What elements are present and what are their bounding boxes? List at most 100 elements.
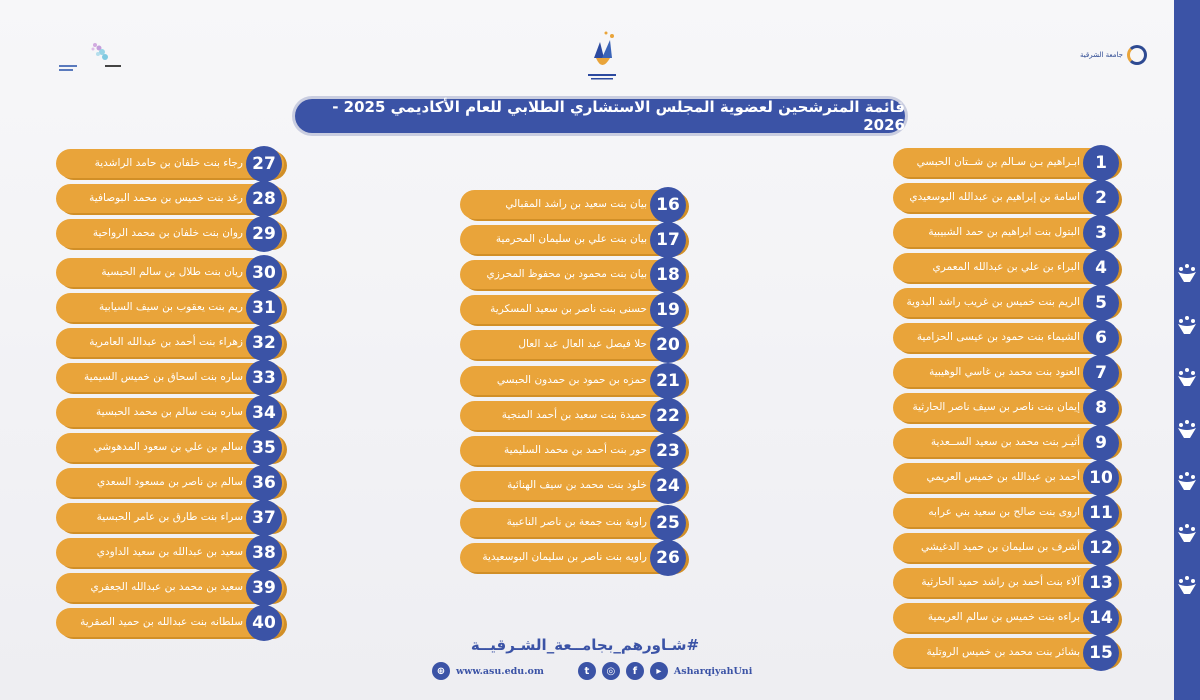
candidate-name: أشرف بن سليمان بن حميد الدغيشي [921, 541, 1080, 553]
candidate-number-badge: 14 [1083, 600, 1119, 636]
student-council-logo [588, 31, 616, 80]
candidate-name: ريم بنت يعقوب بن سيف السيابية [98, 301, 243, 313]
candidate-pill: حميدة بنت سعيد بن أحمد المنجية [460, 401, 686, 430]
candidate-name: سراء بنت طارق بن عامر الحبسية [96, 511, 243, 523]
candidate-pill: حور بنت أحمد بن محمد السليمية [460, 436, 686, 465]
candidate-item: سالم بن ناصر بن مسعود السعدي 36 [56, 465, 284, 501]
candidate-number-badge: 29 [246, 216, 282, 252]
candidate-number-badge: 10 [1083, 460, 1119, 496]
candidate-item: خلود بنت محمد بن سيف الهنائية 24 [460, 468, 686, 504]
candidate-number-badge: 5 [1083, 285, 1119, 321]
candidate-name: حمزه بن حمود بن حمدون الحبسي [496, 374, 647, 386]
candidate-name: بيان بنت علي بن سليمان المحرمية [495, 233, 647, 245]
candidate-name: اروى بنت صالح بن سعيد بني عرابه [928, 506, 1080, 518]
candidate-pill: البراء بن علي بن عبدالله المعمري [893, 253, 1119, 282]
candidate-name: سالم بن علي بن سعود المدهوشي [93, 441, 243, 453]
candidate-name: أحمد بن عبدالله بن خميس العريمي [926, 471, 1080, 483]
candidate-item: البتول بنت ابراهيم بن حمد الشبيبية 3 [893, 215, 1119, 251]
candidate-item: ساره بنت سالم بن محمد الحبسية 34 [56, 395, 284, 431]
people-icon [1178, 472, 1196, 490]
candidate-number-badge: 40 [246, 605, 282, 641]
website-link[interactable]: www.asu.edu.om [456, 665, 544, 677]
candidate-item: أشرف بن سليمان بن حميد الدغيشي 12 [893, 530, 1119, 566]
candidate-name: ساره بنت سالم بن محمد الحبسية [96, 406, 243, 418]
footer-contact-bar: ⊕ www.asu.edu.om t ◎ f ▸ AsharqiyahUni [432, 660, 752, 682]
candidate-pill: العنود بنت محمد بن غاسي الوهيبية [893, 358, 1119, 387]
candidate-item: سالم بن علي بن سعود المدهوشي 35 [56, 430, 284, 466]
candidate-item: الريم بنت خميس بن غريب راشد البدوية 5 [893, 285, 1119, 321]
candidate-number-badge: 9 [1083, 425, 1119, 461]
candidate-pill: الريم بنت خميس بن غريب راشد البدوية [893, 288, 1119, 317]
people-icon [1178, 524, 1196, 542]
candidate-name: البراء بن علي بن عبدالله المعمري [932, 261, 1080, 273]
candidate-number-badge: 39 [246, 570, 282, 606]
candidate-number-badge: 12 [1083, 530, 1119, 566]
candidate-item: سعيد بن محمد بن عبدالله الجعفري 39 [56, 570, 284, 606]
candidate-number-badge: 23 [650, 433, 686, 469]
candidate-number-badge: 13 [1083, 565, 1119, 601]
candidate-item: زهراء بنت أحمد بن عبدالله العامرية 32 [56, 325, 284, 361]
candidate-pill: براءه بنت خميس بن سالم العريمية [893, 603, 1119, 632]
candidate-number-badge: 26 [650, 540, 686, 576]
candidate-pill: راوية بنت جمعة بن ناصر الناعبية [460, 508, 686, 537]
youtube-icon[interactable]: ▸ [649, 662, 668, 680]
people-icon [1178, 316, 1196, 334]
candidate-number-badge: 27 [246, 146, 282, 182]
candidate-item: بشائر بنت محمد بن خميس الروتلية 15 [893, 635, 1119, 671]
candidate-name: بيان بنت محمود بن محفوظ المحرزي [486, 268, 647, 280]
candidate-item: سلطانه بنت عبدالله بن حميد الصقرية 40 [56, 605, 284, 641]
candidate-item: أثيـر بنت محمد بن سعيد الســعدية 9 [893, 425, 1119, 461]
candidate-item: سراء بنت طارق بن عامر الحبسية 37 [56, 500, 284, 536]
candidate-item: اسامة بن إبراهيم بن عبدالله البوسعيدي 2 [893, 180, 1119, 216]
candidate-number-badge: 11 [1083, 495, 1119, 531]
instagram-icon[interactable]: ◎ [601, 662, 620, 680]
candidate-item: حسنى بنت ناصر بن سعيد المسكرية 19 [460, 292, 686, 328]
candidate-number-badge: 33 [246, 360, 282, 396]
candidate-name: بشائر بنت محمد بن خميس الروتلية [926, 646, 1081, 658]
candidate-item: حلا فيصل عبد العال عبد العال 20 [460, 327, 686, 363]
candidate-name: رجاء بنت خلفان بن حامد الراشدية [94, 157, 243, 169]
candidate-item: ساره بنت اسحاق بن خميس السيمية 33 [56, 360, 284, 396]
candidate-number-badge: 28 [246, 181, 282, 217]
candidate-name: أثيـر بنت محمد بن سعيد الســعدية [930, 436, 1080, 448]
twitter-icon[interactable]: t [577, 662, 596, 680]
candidate-pill: أثيـر بنت محمد بن سعيد الســعدية [893, 428, 1119, 457]
candidate-number-badge: 3 [1083, 215, 1119, 251]
candidate-name: البتول بنت ابراهيم بن حمد الشبيبية [928, 226, 1080, 238]
candidate-pill: ابـراهيم بـن سـالم بن شــتان الحبسي [893, 148, 1119, 177]
candidate-pill: حسنى بنت ناصر بن سعيد المسكرية [460, 295, 686, 324]
candidate-name: العنود بنت محمد بن غاسي الوهيبية [929, 366, 1080, 378]
university-logo-text: جامعة الشرقية [1080, 50, 1123, 59]
candidate-pill: اروى بنت صالح بن سعيد بني عرابه [893, 498, 1119, 527]
candidate-name: سلطانه بنت عبدالله بن حميد الصقرية [80, 616, 243, 628]
candidate-item: بيان بنت سعيد بن راشد المقبالي 16 [460, 187, 686, 223]
people-icon [1178, 576, 1196, 594]
candidate-item: آلاء بنت أحمد بن راشد حميد الحارثية 13 [893, 565, 1119, 601]
candidate-name: حسنى بنت ناصر بن سعيد المسكرية [490, 303, 647, 315]
candidate-item: روان بنت خلفان بن محمد الرواحية 29 [56, 216, 284, 252]
candidate-name: راويه بنت ناصر بن سليمان البوسعيدية [482, 551, 647, 563]
candidate-pill: بشائر بنت محمد بن خميس الروتلية [893, 638, 1119, 667]
candidate-pill: إيمان بنت ناصر بن سيف ناصر الحارثية [893, 393, 1119, 422]
social-handle[interactable]: AsharqiyahUni [673, 665, 753, 677]
candidate-pill: سعيد بن محمد بن عبدالله الجعفري [56, 573, 284, 602]
candidate-pill: بيان بنت علي بن سليمان المحرمية [460, 225, 686, 254]
candidate-number-badge: 4 [1083, 250, 1119, 286]
candidate-number-badge: 6 [1083, 320, 1119, 356]
people-icon [1178, 420, 1196, 438]
candidate-name: سالم بن ناصر بن مسعود السعدي [97, 476, 243, 488]
candidate-number-badge: 15 [1083, 635, 1119, 671]
candidate-number-badge: 20 [650, 327, 686, 363]
facebook-icon[interactable]: f [625, 662, 644, 680]
candidate-pill: حمزه بن حمود بن حمدون الحبسي [460, 366, 686, 395]
candidate-number-badge: 35 [246, 430, 282, 466]
candidate-pill: أحمد بن عبدالله بن خميس العريمي [893, 463, 1119, 492]
candidate-item: رجاء بنت خلفان بن حامد الراشدية 27 [56, 146, 284, 182]
candidate-pill: بيان بنت سعيد بن راشد المقبالي [460, 190, 686, 219]
candidate-number-badge: 1 [1083, 145, 1119, 181]
candidate-item: براءه بنت خميس بن سالم العريمية 14 [893, 600, 1119, 636]
candidate-number-badge: 24 [650, 468, 686, 504]
candidate-number-badge: 21 [650, 363, 686, 399]
globe-icon[interactable]: ⊕ [432, 662, 450, 680]
hashtag: #شـاورهم_بجامــعة_الشـرقيــة [470, 636, 700, 654]
